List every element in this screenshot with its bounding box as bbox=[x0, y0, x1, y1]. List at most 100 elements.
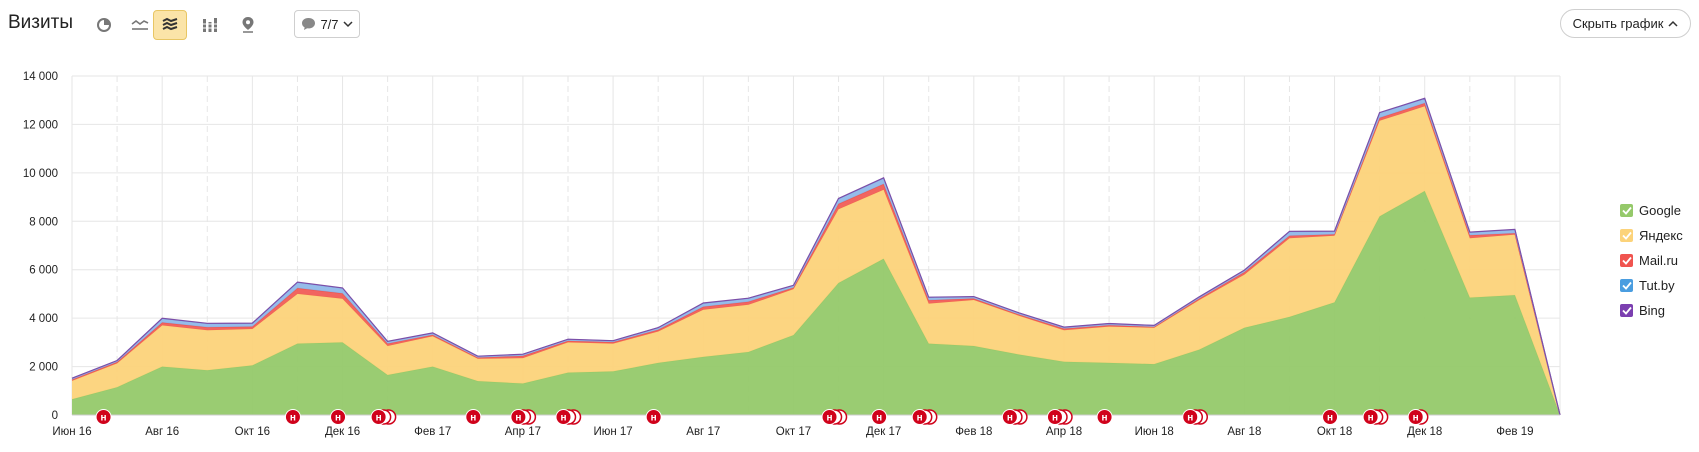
x-tick-label: Дек 16 bbox=[325, 426, 360, 438]
note-marker[interactable]: н bbox=[465, 409, 482, 425]
map-pin-icon bbox=[242, 17, 254, 33]
note-marker[interactable]: н bbox=[95, 409, 112, 425]
note-marker-circle bbox=[1407, 409, 1424, 425]
x-tick-label: Апр 17 bbox=[505, 426, 541, 438]
area-google bbox=[72, 191, 1560, 415]
note-marker-circle bbox=[510, 409, 527, 425]
legend-label: Mail.ru bbox=[1639, 253, 1679, 268]
x-tick-label: Авг 16 bbox=[145, 426, 179, 438]
toolbar: Визиты bbox=[0, 0, 1699, 50]
note-marker-circle bbox=[555, 409, 572, 425]
x-tick-label: Окт 18 bbox=[1317, 426, 1352, 438]
note-marker-circle bbox=[1362, 409, 1379, 425]
checkbox-checked-icon[interactable] bbox=[1620, 254, 1633, 267]
note-marker[interactable]: н bbox=[555, 409, 582, 425]
x-tick-label: Дек 18 bbox=[1407, 426, 1442, 438]
note-marker[interactable]: н bbox=[510, 409, 537, 425]
note-marker-letter: н bbox=[651, 413, 657, 424]
x-tick-label: Авг 18 bbox=[1227, 426, 1261, 438]
y-tick-label: 6 000 bbox=[29, 265, 58, 277]
note-marker-circle bbox=[465, 409, 482, 425]
bar-chart-button[interactable] bbox=[194, 10, 226, 40]
x-tick-label: Апр 18 bbox=[1046, 426, 1082, 438]
note-marker-letter: н bbox=[470, 413, 476, 424]
note-marker-circle bbox=[1096, 409, 1113, 425]
x-tick-label: Окт 16 bbox=[235, 426, 270, 438]
x-tick-label: Фев 18 bbox=[955, 426, 992, 438]
note-marker[interactable]: н bbox=[645, 409, 662, 425]
legend-item-4[interactable]: Bing bbox=[1620, 298, 1683, 323]
note-marker[interactable]: н bbox=[1046, 409, 1073, 425]
note-marker-letter: н bbox=[1007, 413, 1013, 424]
y-tick-label: 8 000 bbox=[29, 216, 58, 228]
legend-item-0[interactable]: Google bbox=[1620, 198, 1683, 223]
note-marker[interactable]: н bbox=[1001, 409, 1028, 425]
note-marker[interactable]: н bbox=[821, 409, 848, 425]
note-marker-letter: н bbox=[1327, 413, 1333, 424]
hide-chart-button[interactable]: Скрыть график bbox=[1560, 9, 1691, 38]
note-marker[interactable]: н bbox=[1322, 409, 1339, 425]
note-marker-circle bbox=[1322, 409, 1339, 425]
x-tick-label: Фев 19 bbox=[1496, 426, 1533, 438]
legend-item-2[interactable]: Mail.ru bbox=[1620, 248, 1683, 273]
legend-item-1[interactable]: Яндекс bbox=[1620, 223, 1683, 248]
note-marker-circle bbox=[370, 409, 387, 425]
chevron-up-icon bbox=[1668, 20, 1678, 27]
note-marker[interactable]: н bbox=[284, 409, 301, 425]
series-line bbox=[71, 97, 1561, 416]
line-chart-button[interactable] bbox=[124, 10, 156, 40]
note-marker-letter: н bbox=[827, 413, 833, 424]
legend-label: Яндекс bbox=[1639, 228, 1683, 243]
note-marker-letter: н bbox=[560, 413, 566, 424]
map-button[interactable] bbox=[232, 10, 264, 40]
pie-chart-button[interactable] bbox=[88, 10, 120, 40]
x-tick-label: Июн 17 bbox=[593, 426, 632, 438]
note-marker-letter: н bbox=[1052, 413, 1058, 424]
y-tick-label: 12 000 bbox=[23, 119, 58, 131]
note-marker-circle bbox=[645, 409, 662, 425]
x-tick-label: Июн 18 bbox=[1135, 426, 1174, 438]
stacked-area-button[interactable] bbox=[153, 10, 187, 40]
legend-label: Tut.by bbox=[1639, 278, 1675, 293]
note-marker-letter: н bbox=[1413, 413, 1419, 424]
note-marker[interactable]: н bbox=[370, 409, 397, 425]
note-marker[interactable]: н bbox=[1407, 409, 1429, 425]
area-яндекс bbox=[72, 106, 1560, 416]
note-marker-letter: н bbox=[1368, 413, 1374, 424]
note-marker-letter: н bbox=[101, 413, 107, 424]
note-marker-letter: н bbox=[1102, 413, 1108, 424]
checkbox-checked-icon[interactable] bbox=[1620, 279, 1633, 292]
note-marker[interactable]: н bbox=[330, 409, 347, 425]
stacked-area-icon bbox=[162, 17, 178, 31]
note-marker-circle bbox=[284, 409, 301, 425]
visits-chart: 0 2 000 4 000 6 000 8 000 10 000 12 000 14 000 И… bbox=[23, 71, 1561, 438]
checkbox-checked-icon[interactable] bbox=[1620, 204, 1633, 217]
note-marker-letter: н bbox=[376, 413, 382, 424]
x-tick-label: Окт 17 bbox=[776, 426, 811, 438]
notes-dropdown[interactable]: 7/7 bbox=[294, 10, 360, 38]
note-marker[interactable]: н bbox=[871, 409, 888, 425]
speech-bubble-icon bbox=[302, 18, 316, 30]
note-marker[interactable]: н bbox=[1182, 409, 1209, 425]
note-marker[interactable]: н bbox=[1362, 409, 1389, 425]
line-chart-icon bbox=[131, 20, 149, 30]
checkbox-checked-icon[interactable] bbox=[1620, 229, 1633, 242]
note-marker-circle bbox=[821, 409, 838, 425]
y-tick-label: 4 000 bbox=[29, 313, 58, 325]
area-mailru bbox=[72, 103, 1560, 415]
checkbox-checked-icon[interactable] bbox=[1620, 304, 1633, 317]
x-tick-label: Авг 17 bbox=[686, 426, 720, 438]
pie-chart-icon bbox=[97, 18, 111, 32]
y-tick-label: 0 bbox=[52, 410, 58, 422]
area-tutby bbox=[72, 98, 1560, 416]
page-title: Визиты bbox=[8, 12, 73, 33]
hide-chart-label: Скрыть график bbox=[1572, 16, 1664, 31]
chevron-down-icon bbox=[343, 20, 353, 27]
note-marker-circle bbox=[1001, 409, 1018, 425]
legend-item-3[interactable]: Tut.by bbox=[1620, 273, 1683, 298]
legend-label: Bing bbox=[1639, 303, 1666, 318]
note-marker[interactable]: н bbox=[1096, 409, 1113, 425]
note-marker-letter: н bbox=[515, 413, 521, 424]
note-marker[interactable]: н bbox=[911, 409, 938, 425]
note-marker-letter: н bbox=[290, 413, 296, 424]
